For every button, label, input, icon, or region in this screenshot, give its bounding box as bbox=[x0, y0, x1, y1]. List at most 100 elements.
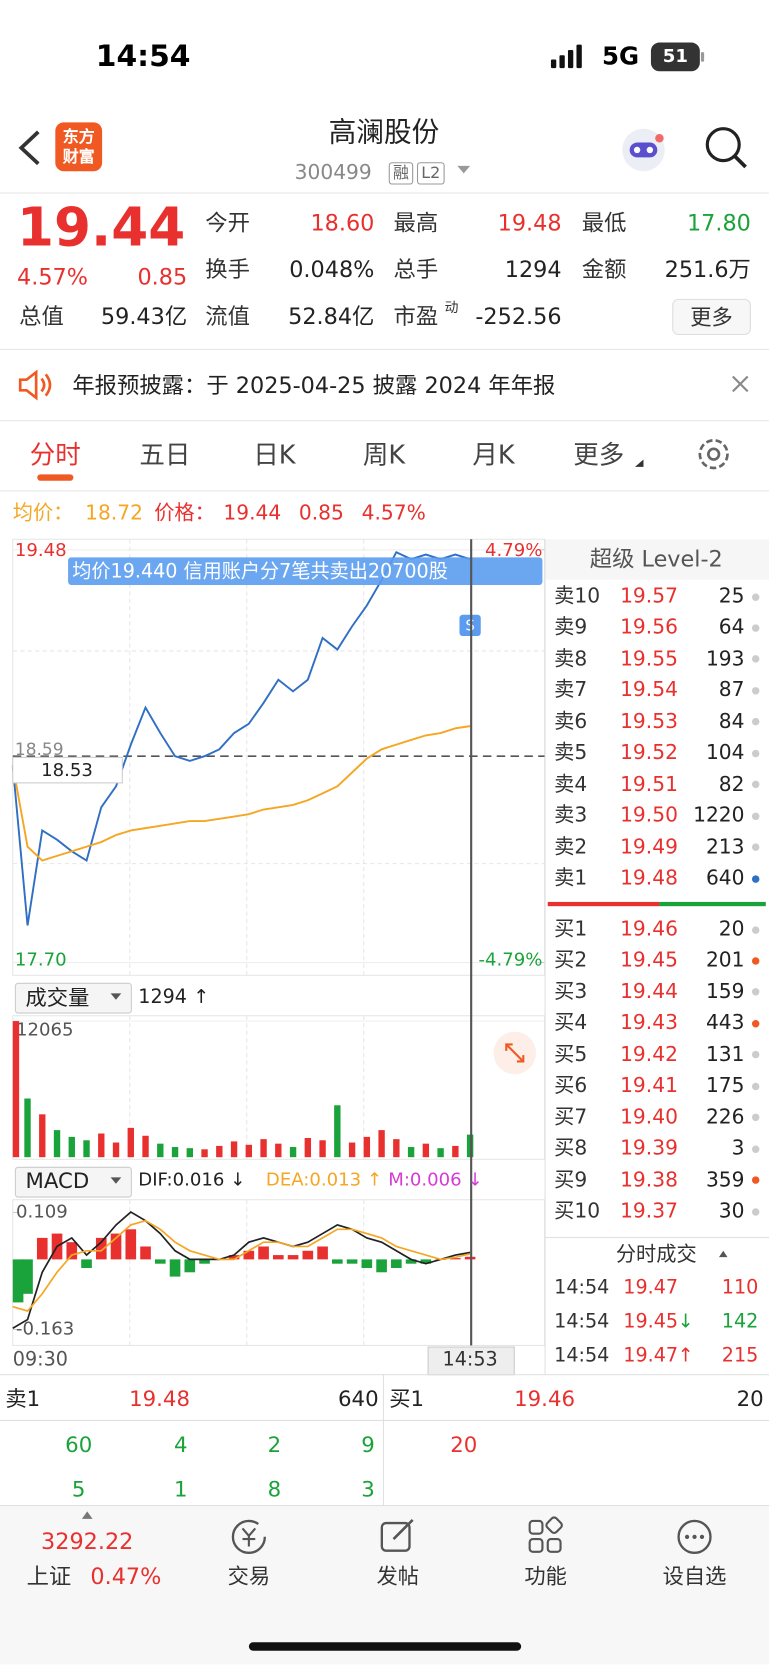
macd-histogram-bar bbox=[420, 1259, 432, 1264]
tab[interactable]: 日K bbox=[253, 440, 296, 471]
book-dot bbox=[751, 957, 760, 965]
macd-histogram-bar bbox=[361, 1259, 373, 1268]
macd-histogram-bar bbox=[110, 1233, 122, 1260]
nav-item[interactable]: 设自选 bbox=[662, 1563, 727, 1590]
expand-button[interactable] bbox=[492, 1031, 537, 1076]
volume-bar bbox=[393, 1139, 400, 1158]
sell-queue-item: 9 bbox=[361, 1431, 375, 1458]
macd-histogram-bar bbox=[66, 1242, 78, 1260]
field-value: 52.84亿 bbox=[288, 303, 375, 330]
volume-selector-frame[interactable] bbox=[14, 982, 132, 1014]
book-dot bbox=[751, 988, 760, 996]
dif-line bbox=[12, 1211, 471, 1329]
badge: 融 bbox=[388, 162, 414, 185]
volume-bar bbox=[304, 1138, 312, 1158]
avg-value: 18.72 bbox=[85, 501, 143, 525]
field-label: 最高 bbox=[393, 210, 439, 236]
book-label: 卖8 bbox=[554, 647, 588, 671]
function-icon[interactable] bbox=[526, 1516, 564, 1556]
book-price: 19.43 bbox=[620, 1011, 678, 1035]
book-dot bbox=[751, 655, 760, 664]
volume-bar bbox=[201, 1149, 208, 1158]
macd-histogram-bar bbox=[258, 1246, 269, 1260]
volume-bar bbox=[98, 1133, 105, 1158]
tab[interactable]: 五日 bbox=[139, 440, 191, 471]
book-label: 卖6 bbox=[554, 709, 588, 734]
tab[interactable]: 月K bbox=[472, 440, 515, 471]
sell-queue-item: 3 bbox=[361, 1476, 375, 1502]
trade-price: 19.47 bbox=[623, 1344, 679, 1367]
field-label-sup: 动 bbox=[444, 300, 459, 317]
book-dot bbox=[751, 749, 760, 758]
field-value: 0.048% bbox=[289, 256, 375, 283]
tab[interactable]: 周K bbox=[362, 440, 406, 471]
macd-selector: MACD bbox=[25, 1167, 90, 1194]
network-type: 5G bbox=[601, 43, 640, 71]
macd-histogram-bar bbox=[243, 1250, 255, 1260]
sell-queue-item: 8 bbox=[267, 1476, 282, 1502]
book-dot bbox=[751, 843, 760, 851]
dropdown-arrow[interactable] bbox=[457, 165, 472, 177]
index-value[interactable]: 3292.22 bbox=[41, 1528, 134, 1555]
more-button[interactable]: 更多 bbox=[690, 304, 733, 330]
book-price: 19.48 bbox=[620, 866, 678, 890]
field-label: 流值 bbox=[205, 303, 250, 330]
book-dot bbox=[751, 686, 760, 695]
tab[interactable]: 更多 bbox=[573, 440, 625, 471]
post-icon[interactable] bbox=[379, 1518, 417, 1556]
book-label: 买6 bbox=[554, 1073, 588, 1098]
macd-histogram-bar bbox=[346, 1259, 358, 1264]
book-volume: 20 bbox=[718, 917, 745, 941]
macd-histogram-bar bbox=[450, 1258, 461, 1260]
volume-bar bbox=[378, 1130, 385, 1158]
book-price: 19.53 bbox=[620, 709, 678, 734]
book-price: 19.40 bbox=[620, 1105, 678, 1129]
book-dot bbox=[751, 1207, 760, 1216]
book-dot bbox=[751, 1019, 760, 1028]
book-price: 19.42 bbox=[620, 1042, 678, 1067]
volume-bar bbox=[452, 1145, 459, 1158]
watchlist-icon[interactable] bbox=[675, 1518, 713, 1556]
summary-sell-label: 卖1 bbox=[5, 1385, 41, 1412]
volume-bar bbox=[83, 1140, 90, 1158]
bottom-nav bbox=[0, 1504, 769, 1665]
settings-button[interactable] bbox=[696, 436, 732, 472]
more-button-frame[interactable] bbox=[672, 298, 751, 336]
trade-arrow: ↓ bbox=[677, 1310, 694, 1333]
status-time: 14:54 bbox=[95, 38, 191, 74]
book-price: 19.52 bbox=[620, 741, 678, 765]
nav-item[interactable]: 功能 bbox=[524, 1563, 567, 1590]
field-label: 今开 bbox=[205, 210, 250, 236]
change-value: 0.85 bbox=[298, 501, 344, 525]
book-volume: 3 bbox=[731, 1136, 745, 1161]
trade-icon[interactable] bbox=[230, 1518, 268, 1556]
macd-histogram-bar bbox=[140, 1246, 151, 1260]
book-dot bbox=[751, 1113, 760, 1122]
macd-indicator: DEA:0.013 ↑ bbox=[265, 1169, 383, 1191]
divider bbox=[0, 192, 769, 194]
search-button[interactable] bbox=[704, 126, 749, 171]
macd-histogram-bar bbox=[332, 1259, 343, 1264]
volume-bar bbox=[437, 1148, 444, 1158]
macd-selector-frame[interactable] bbox=[14, 1166, 132, 1198]
back-button[interactable] bbox=[17, 130, 43, 166]
trade-time: 14:54 bbox=[554, 1344, 610, 1367]
trade-volume: 110 bbox=[721, 1276, 759, 1299]
macd-histogram-bar bbox=[169, 1259, 181, 1277]
nav-item[interactable]: 交易 bbox=[227, 1563, 271, 1590]
macd-histogram-bar bbox=[95, 1237, 107, 1260]
robot-avatar[interactable] bbox=[619, 126, 668, 175]
tab[interactable]: 分时 bbox=[29, 440, 81, 471]
summary-buy-price: 19.46 bbox=[514, 1385, 576, 1412]
macd-histogram-bar bbox=[228, 1255, 240, 1260]
macd-histogram-bar bbox=[405, 1259, 417, 1264]
app-logo bbox=[55, 122, 103, 172]
divider bbox=[545, 1236, 769, 1239]
book-label: 卖4 bbox=[554, 772, 588, 796]
book-price: 19.45 bbox=[620, 948, 678, 973]
avg-label: 均价： bbox=[12, 501, 74, 525]
nav-item[interactable]: 发帖 bbox=[376, 1563, 420, 1590]
divider bbox=[0, 420, 769, 422]
volume-bar bbox=[334, 1105, 341, 1158]
close-notice[interactable] bbox=[732, 375, 749, 393]
